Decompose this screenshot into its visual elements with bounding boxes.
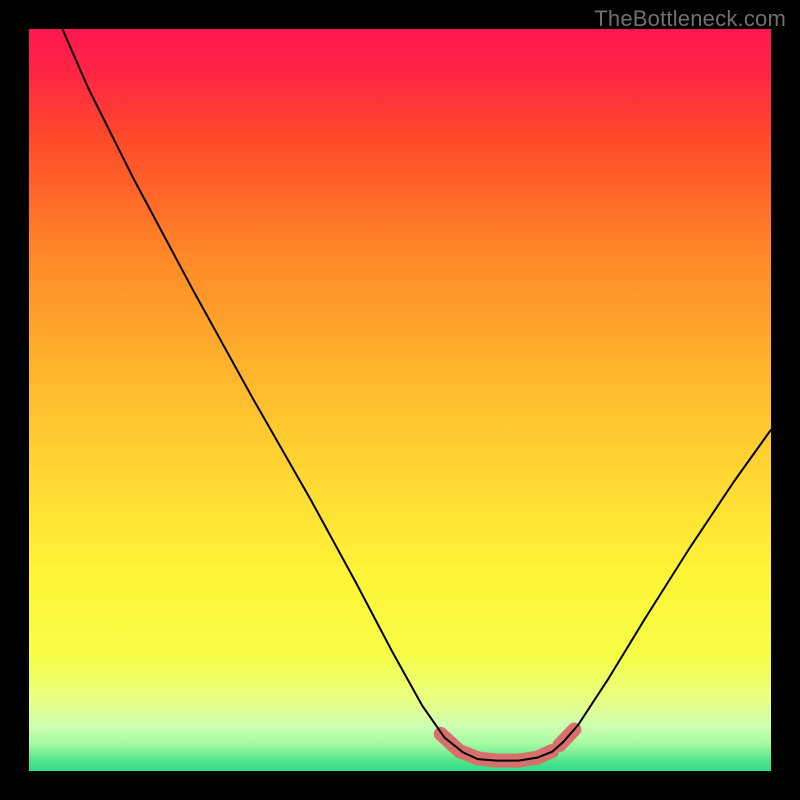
flat-region-band — [441, 729, 575, 760]
plot-area — [29, 29, 771, 771]
bottleneck-curve — [62, 29, 771, 761]
attribution-text: TheBottleneck.com — [594, 6, 786, 32]
chart-svg — [29, 29, 771, 771]
